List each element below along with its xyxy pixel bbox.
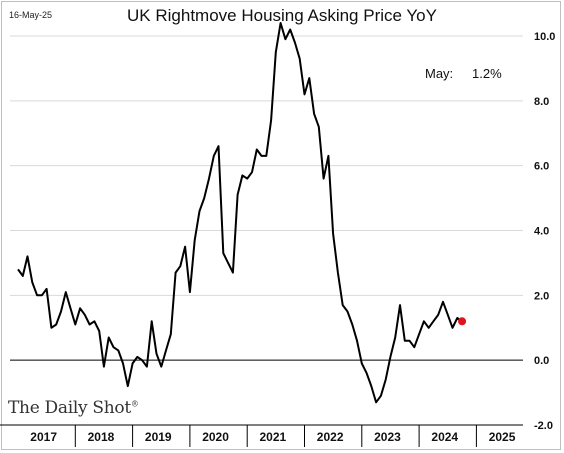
x-tick-label: 2024 [431,430,458,444]
y-tick-label: 0.0 [534,355,549,367]
annotation-label: May: [425,66,453,81]
x-tick-label: 2022 [317,430,344,444]
chart-title: UK Rightmove Housing Asking Price YoY [127,6,437,25]
series-group [17,22,467,404]
y-tick-label: 6.0 [534,161,549,173]
x-axis: 2017 2018 2019 2020 2021 2022 2023 2024 2025 [0,424,523,447]
date-stamp: 16-May-25 [9,10,53,20]
y-tick-label: 10.0 [534,31,555,43]
y-tick-label: -2.0 [534,420,553,432]
y-tick-label: 8.0 [534,96,549,108]
y-tick-label: 4.0 [534,226,549,238]
gridlines [10,35,523,361]
x-tick-label: 2023 [374,430,401,444]
brand-registered-mark: ® [130,399,139,409]
brand-name: The Daily Shot [8,398,131,418]
x-tick-label: 2020 [202,430,229,444]
y-tick-label: 2.0 [534,290,549,302]
series-line [17,22,463,404]
x-tick-label: 2021 [259,430,286,444]
last-point-marker [458,317,467,326]
y-axis-ticks: 10.0 8.0 6.0 4.0 2.0 0.0 -2.0 [534,31,555,432]
brand-logo: The Daily Shot® [8,398,139,418]
x-tick-label: 2017 [30,430,57,444]
x-tick-label: 2025 [489,430,516,444]
annotation-value: 1.2% [472,66,502,81]
x-tick-label: 2018 [88,430,115,444]
x-tick-label: 2019 [145,430,172,444]
